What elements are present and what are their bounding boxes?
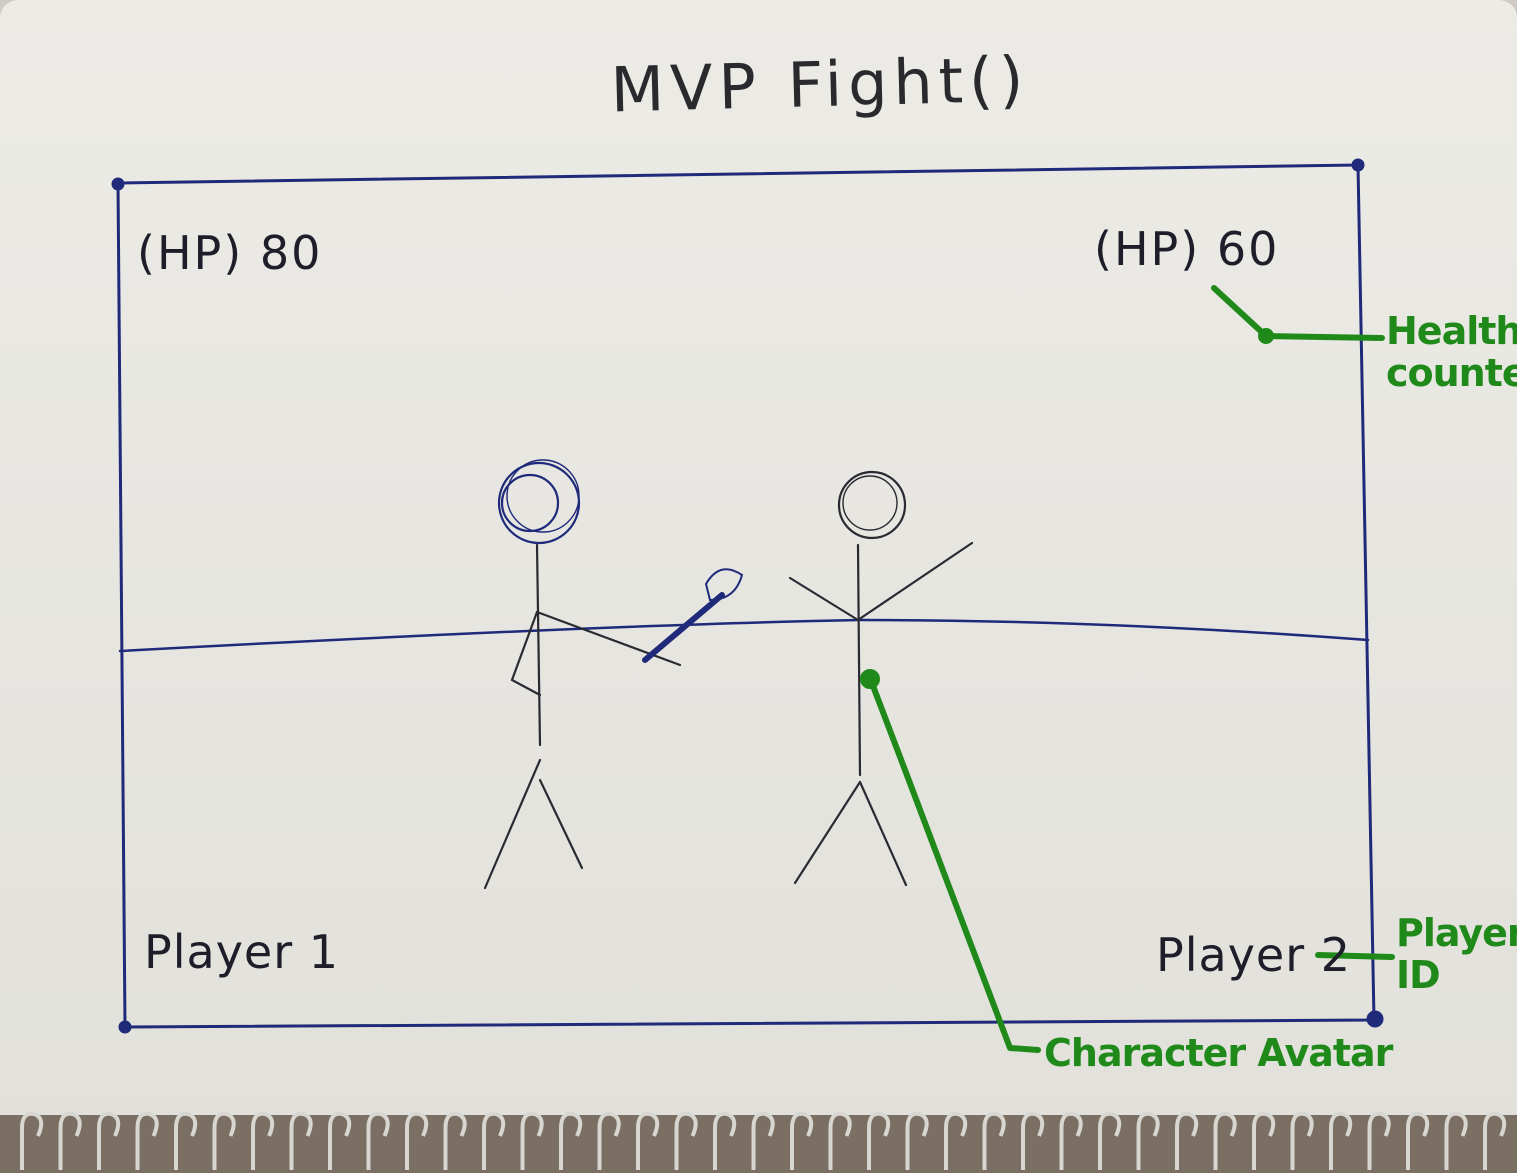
player2-avatar: [788, 470, 974, 887]
binding-ring: [713, 1111, 737, 1170]
binding-ring: [636, 1111, 660, 1170]
binding-ring: [559, 1111, 583, 1170]
binding-ring: [790, 1111, 814, 1170]
annotation-leaders: [860, 285, 1395, 1053]
binding-ring: [982, 1111, 1006, 1170]
binding-ring: [1329, 1111, 1353, 1170]
player1-health-counter: (HP) 80: [137, 226, 323, 280]
binding-ring: [1136, 1111, 1160, 1170]
binding-ring: [212, 1111, 236, 1170]
binding-ring: [1059, 1111, 1083, 1170]
binding-ring: [366, 1111, 390, 1170]
binding-ring: [1444, 1111, 1468, 1170]
binding-ring: [1367, 1111, 1391, 1170]
binding-ring: [328, 1111, 352, 1170]
binding-ring: [443, 1111, 467, 1170]
player1-avatar: [483, 459, 744, 890]
character-avatar-annotation: Character Avatar: [1044, 1031, 1393, 1075]
player2-health-counter: (HP) 60: [1094, 222, 1280, 276]
binding-ring: [289, 1111, 313, 1170]
binding-ring: [251, 1111, 275, 1170]
binding-ring: [867, 1111, 891, 1170]
binding-ring: [828, 1111, 852, 1170]
binding-ring: [58, 1111, 82, 1170]
binding-ring: [751, 1111, 775, 1170]
binding-ring: [1406, 1111, 1430, 1170]
player2-id-label: Player 2: [1156, 928, 1352, 982]
binding-ring: [1290, 1111, 1314, 1170]
binding-ring: [674, 1111, 698, 1170]
health-counter-annotation: Health counter: [1386, 309, 1517, 395]
binding-ring: [482, 1111, 506, 1170]
binding-ring: [405, 1111, 429, 1170]
binding-ring: [1175, 1111, 1199, 1170]
binding-ring: [520, 1111, 544, 1170]
player-id-annotation: Player ID: [1396, 911, 1517, 997]
binding-ring: [944, 1111, 968, 1170]
binding-ring: [135, 1111, 159, 1170]
binding-ring: [1252, 1111, 1276, 1170]
binding-ring: [905, 1111, 929, 1170]
binding-ring: [1021, 1111, 1045, 1170]
binding-ring: [1098, 1111, 1122, 1170]
binding-ring: [20, 1111, 44, 1170]
binding-ring: [174, 1111, 198, 1170]
game-screen-frame: [111, 158, 1384, 1034]
binding-ring: [97, 1111, 121, 1170]
player1-id-label: Player 1: [144, 925, 340, 979]
spiral-binding: [0, 1111, 1517, 1173]
binding-ring: [1483, 1111, 1507, 1170]
binding-ring: [1213, 1111, 1237, 1170]
binding-ring: [597, 1111, 621, 1170]
